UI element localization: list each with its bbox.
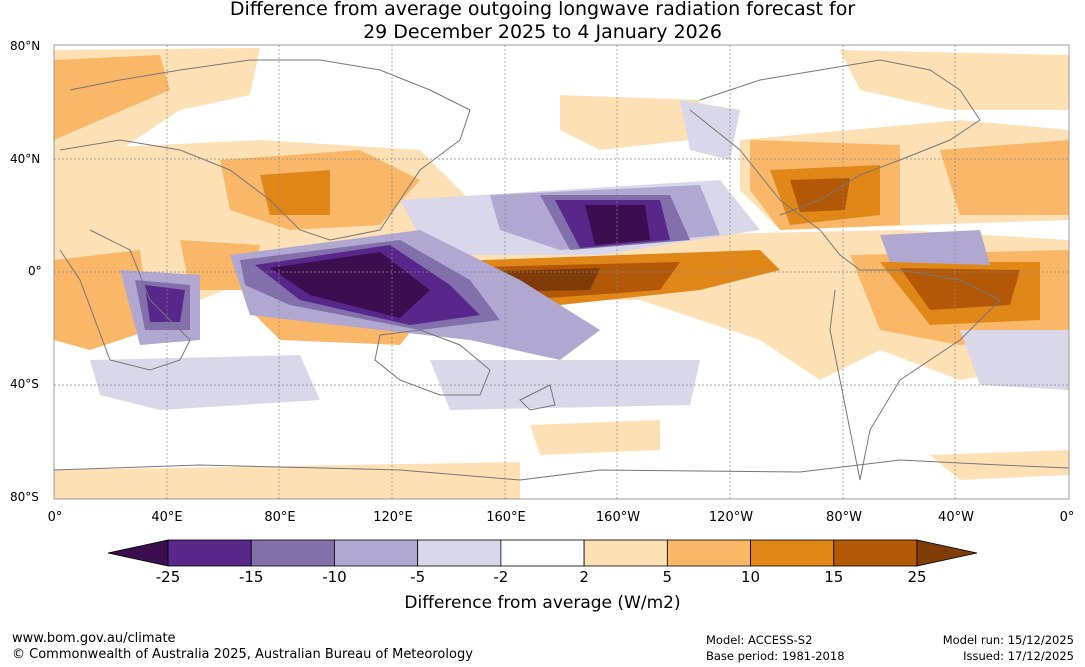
anomaly-region	[560, 95, 700, 150]
lon-label: 40°W	[938, 510, 974, 525]
anomaly-region	[90, 355, 320, 410]
legend-extend-high	[916, 539, 978, 567]
lon-label: 0°	[1059, 510, 1075, 525]
lat-label: 40°N	[10, 152, 41, 166]
footer-issued: Issued: 17/12/2025	[963, 649, 1074, 663]
anomaly-region	[840, 50, 1069, 110]
legend-swatch	[334, 539, 419, 567]
anomaly-region	[790, 178, 850, 212]
lon-label: 120°W	[708, 510, 754, 525]
footer-base-period: Base period: 1981-2018	[706, 649, 845, 663]
lon-label: 80°E	[264, 510, 296, 525]
chart-title-line1: Difference from average outgoing longwav…	[229, 0, 856, 20]
legend-swatch	[500, 539, 585, 567]
legend-tick-label: 15	[824, 568, 844, 586]
legend-swatch	[833, 539, 918, 567]
lon-label: 160°E	[486, 510, 526, 525]
anomaly-field	[54, 45, 1069, 499]
anomaly-region	[260, 170, 330, 215]
legend-tick-label: -2	[493, 568, 509, 586]
lon-label: 120°E	[373, 510, 413, 525]
anomaly-region	[430, 360, 700, 410]
legend-tick-label: -10	[322, 568, 347, 586]
anomaly-region	[54, 462, 520, 499]
anomaly-region	[940, 140, 1069, 215]
graticule	[54, 45, 1069, 499]
lat-label: 80°N	[10, 39, 41, 53]
legend-swatch	[583, 539, 668, 567]
legend-tick-label: 5	[662, 568, 673, 586]
legend-tick-label: -15	[238, 568, 264, 586]
legend-tick-label: -25	[155, 568, 181, 586]
anomaly-region	[960, 330, 1069, 390]
footer-url: www.bom.gov.au/climate	[12, 631, 176, 646]
legend-extend-low	[107, 539, 169, 567]
chart-title-line2: 29 December 2025 to 4 January 2026	[363, 21, 722, 43]
footer-model-run: Model run: 15/12/2025	[942, 633, 1074, 647]
lon-label: 0°	[47, 510, 63, 525]
anomaly-region	[880, 230, 990, 265]
lon-label: 40°E	[151, 510, 183, 525]
coastlines	[54, 59, 1069, 481]
anomaly-region	[530, 420, 660, 455]
legend-swatch	[750, 539, 835, 567]
anomaly-region	[145, 285, 185, 322]
footer-model: Model: ACCESS-S2	[706, 633, 813, 647]
legend-tick-label: -5	[410, 568, 426, 586]
lat-label: 0°	[28, 264, 42, 278]
anomaly-region	[270, 252, 430, 318]
anomaly-region	[900, 268, 1020, 310]
legend-units-label: Difference from average (W/m2)	[404, 593, 681, 613]
legend-tick-label: 10	[741, 568, 761, 586]
lat-label: 80°S	[10, 490, 39, 504]
legend-swatch	[250, 539, 335, 567]
legend-tick-label: 2	[579, 568, 589, 586]
footer-copyright: © Commonwealth of Australia 2025, Austra…	[12, 647, 473, 662]
lon-label: 160°W	[595, 510, 641, 525]
legend-swatch	[167, 539, 252, 567]
legend-swatch	[417, 539, 502, 567]
lat-label: 40°S	[10, 377, 39, 391]
legend-tick-label: 25	[907, 568, 927, 586]
map-frame	[53, 44, 1070, 500]
lon-label: 80°W	[826, 510, 862, 525]
anomaly-region	[680, 100, 740, 160]
legend-swatch	[666, 539, 751, 567]
anomaly-region	[585, 205, 650, 245]
